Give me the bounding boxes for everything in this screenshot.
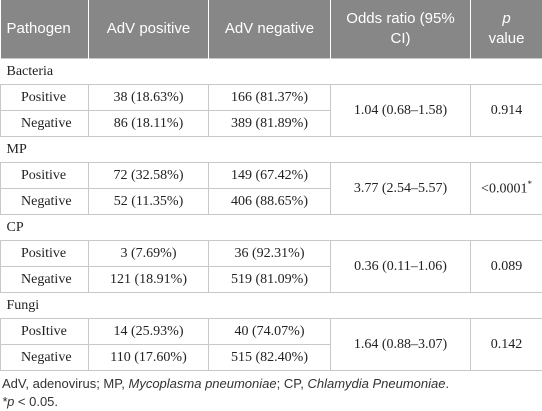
adv-negative: 406 (88.65%): [209, 189, 331, 215]
row-label: Negative: [1, 345, 89, 371]
p-value: 0.089: [471, 241, 542, 293]
p-value-text: 0.089: [491, 259, 523, 274]
group-row: CP: [1, 215, 542, 241]
adv-negative: 40 (74.07%): [209, 319, 331, 345]
p-value-text: 0.142: [491, 337, 523, 352]
row-label: Negative: [1, 189, 89, 215]
adv-positive: 14 (25.93%): [89, 319, 209, 345]
group-name: Fungi: [1, 293, 542, 319]
footnote-text: AdV, adenovirus; MP,: [2, 376, 128, 391]
column-header: AdV negative: [209, 0, 331, 59]
adv-negative: 389 (81.89%): [209, 111, 331, 137]
group-name: CP: [1, 215, 542, 241]
group-name: MP: [1, 137, 542, 163]
p-value: 0.914: [471, 85, 542, 137]
adv-negative: 149 (67.42%): [209, 163, 331, 189]
p-symbol: p: [502, 10, 510, 27]
footnote-text: .: [446, 376, 450, 391]
group-name: Bacteria: [1, 59, 542, 85]
adv-positive: 86 (18.11%): [89, 111, 209, 137]
odds-ratio: 0.36 (0.11–1.06): [331, 241, 471, 293]
row-label: Negative: [1, 111, 89, 137]
column-header: p value: [471, 0, 542, 59]
adv-positive: 72 (32.58%): [89, 163, 209, 189]
group-row: MP: [1, 137, 542, 163]
row-label: Positive: [1, 241, 89, 267]
p-value-text: 0.914: [491, 103, 523, 118]
odds-ratio: 3.77 (2.54–5.57): [331, 163, 471, 215]
adv-positive: 38 (18.63%): [89, 85, 209, 111]
adv-positive: 121 (18.91%): [89, 267, 209, 293]
adv-negative: 166 (81.37%): [209, 85, 331, 111]
row-label: PosItive: [1, 319, 89, 345]
adv-negative: 519 (81.09%): [209, 267, 331, 293]
p-value-text: <0.0001: [481, 182, 527, 197]
footnote-text: Mycoplasma pneumoniae: [128, 376, 276, 391]
row-label: Positive: [1, 85, 89, 111]
footnote-text: ; CP,: [277, 376, 308, 391]
p-value: <0.0001*: [471, 163, 542, 215]
row-label: Positive: [1, 163, 89, 189]
adv-positive: 110 (17.60%): [89, 345, 209, 371]
group-row: Bacteria: [1, 59, 542, 85]
footnote-line: *p < 0.05.: [2, 393, 540, 411]
adv-negative: 36 (92.31%): [209, 241, 331, 267]
column-header: Odds ratio (95% CI): [331, 0, 471, 59]
p-value: 0.142: [471, 319, 542, 371]
adv-positive: 3 (7.69%): [89, 241, 209, 267]
header-text: value: [489, 30, 525, 47]
odds-ratio: 1.04 (0.68–1.58): [331, 85, 471, 137]
p-value-note: *: [527, 179, 532, 189]
odds-ratio: 1.64 (0.88–3.07): [331, 319, 471, 371]
group-row: Fungi: [1, 293, 542, 319]
footnote-line: AdV, adenovirus; MP, Mycoplasma pneumoni…: [2, 375, 540, 393]
adv-positive: 52 (11.35%): [89, 189, 209, 215]
footnote-text: Chlamydia Pneumoniae: [307, 376, 445, 391]
footnotes: AdV, adenovirus; MP, Mycoplasma pneumoni…: [0, 371, 542, 411]
row-label: Negative: [1, 267, 89, 293]
column-header: Pathogen: [1, 0, 89, 59]
adv-negative: 515 (82.40%): [209, 345, 331, 371]
column-header: AdV positive: [89, 0, 209, 59]
